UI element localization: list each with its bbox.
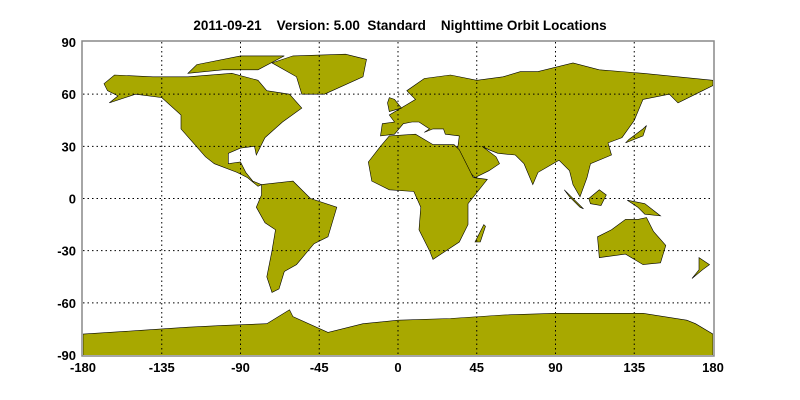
- y-tick-label: 60: [62, 87, 76, 102]
- landmass-eurasia: [380, 62, 713, 198]
- x-tick-label: -90: [231, 360, 250, 375]
- landmass-canadian-arctic: [187, 55, 285, 74]
- landmass-great-britain: [387, 97, 403, 112]
- x-tick-labels: -180 -135 -90 -45 0 45 90 135 180: [70, 360, 724, 375]
- y-tick-label: -30: [57, 244, 76, 259]
- x-tick-label: 180: [702, 360, 724, 375]
- landmass-south-america: [255, 180, 338, 293]
- landmass-africa: [367, 133, 488, 260]
- y-tick-label: 90: [62, 35, 76, 50]
- y-tick-label: 0: [69, 192, 76, 207]
- landmass-sumatra: [564, 189, 584, 210]
- y-tick-label: -90: [57, 348, 76, 363]
- y-tick-label: -60: [57, 296, 76, 311]
- x-tick-label: -45: [310, 360, 329, 375]
- landmass-north-america: [103, 72, 303, 187]
- x-tick-label: 135: [623, 360, 645, 375]
- x-tick-label: -135: [149, 360, 175, 375]
- x-tick-label: 45: [470, 360, 484, 375]
- landmass-australia: [597, 217, 667, 265]
- x-tick-label: -180: [70, 360, 96, 375]
- x-tick-label: 0: [394, 360, 401, 375]
- grid-lines: [83, 42, 713, 355]
- landmass-japan: [625, 125, 647, 144]
- x-tick-label: 90: [548, 360, 562, 375]
- chart-title: 2011-09-21 Version: 5.00 Standard Nightt…: [193, 18, 606, 33]
- y-tick-label: 30: [62, 139, 76, 154]
- landmass-madagascar: [474, 224, 486, 243]
- plot-frame: [81, 40, 715, 357]
- landmass-new-zealand: [691, 257, 711, 279]
- landmass-new-guinea: [627, 199, 662, 217]
- landmass-borneo: [588, 189, 607, 206]
- y-tick-labels: 90 60 30 0 -30 -60 -90: [57, 35, 76, 363]
